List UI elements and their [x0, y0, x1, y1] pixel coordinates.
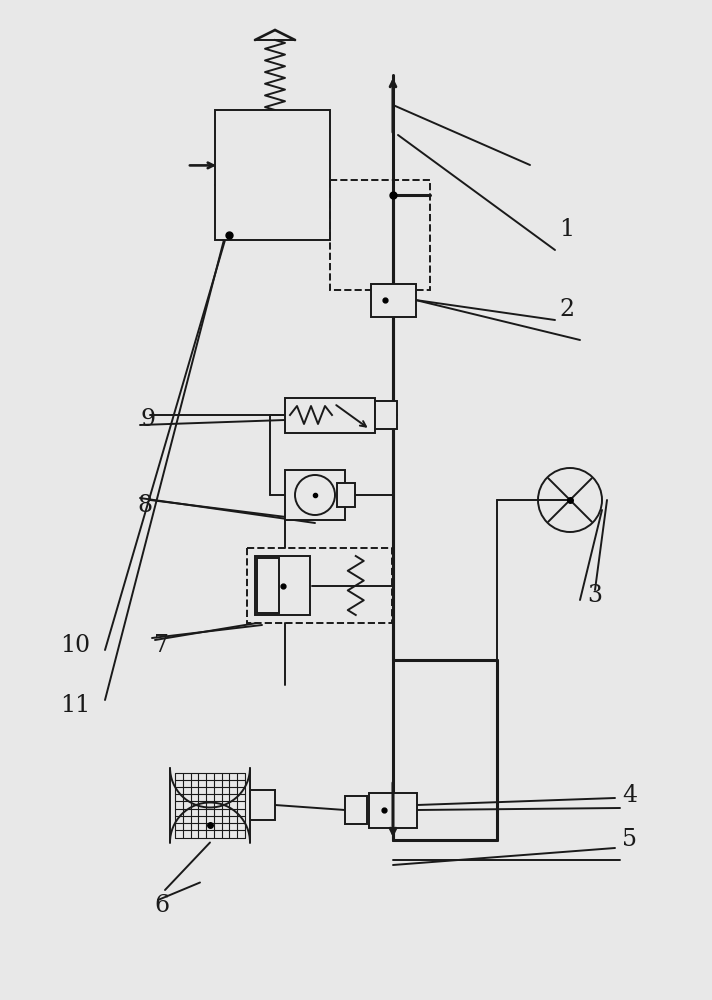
- Text: 7: 7: [155, 634, 169, 656]
- Bar: [285, 397, 375, 432]
- Bar: [345, 796, 367, 824]
- Bar: [330, 180, 430, 290]
- Text: 1: 1: [560, 219, 575, 241]
- Bar: [255, 556, 310, 615]
- Text: 8: 8: [137, 493, 152, 516]
- Text: 10: 10: [60, 634, 90, 656]
- Bar: [257, 558, 279, 613]
- Text: 6: 6: [155, 894, 169, 916]
- Text: 2: 2: [560, 298, 575, 322]
- Bar: [369, 792, 417, 828]
- Text: 11: 11: [60, 694, 90, 716]
- Bar: [285, 470, 345, 520]
- Bar: [250, 790, 275, 820]
- Text: 3: 3: [587, 584, 602, 606]
- Bar: [375, 401, 397, 429]
- Bar: [370, 284, 416, 316]
- Bar: [337, 483, 355, 507]
- Text: 9: 9: [140, 408, 155, 432]
- Bar: [247, 548, 392, 623]
- Bar: [215, 110, 330, 240]
- Text: 5: 5: [622, 828, 637, 852]
- Text: 4: 4: [622, 784, 637, 806]
